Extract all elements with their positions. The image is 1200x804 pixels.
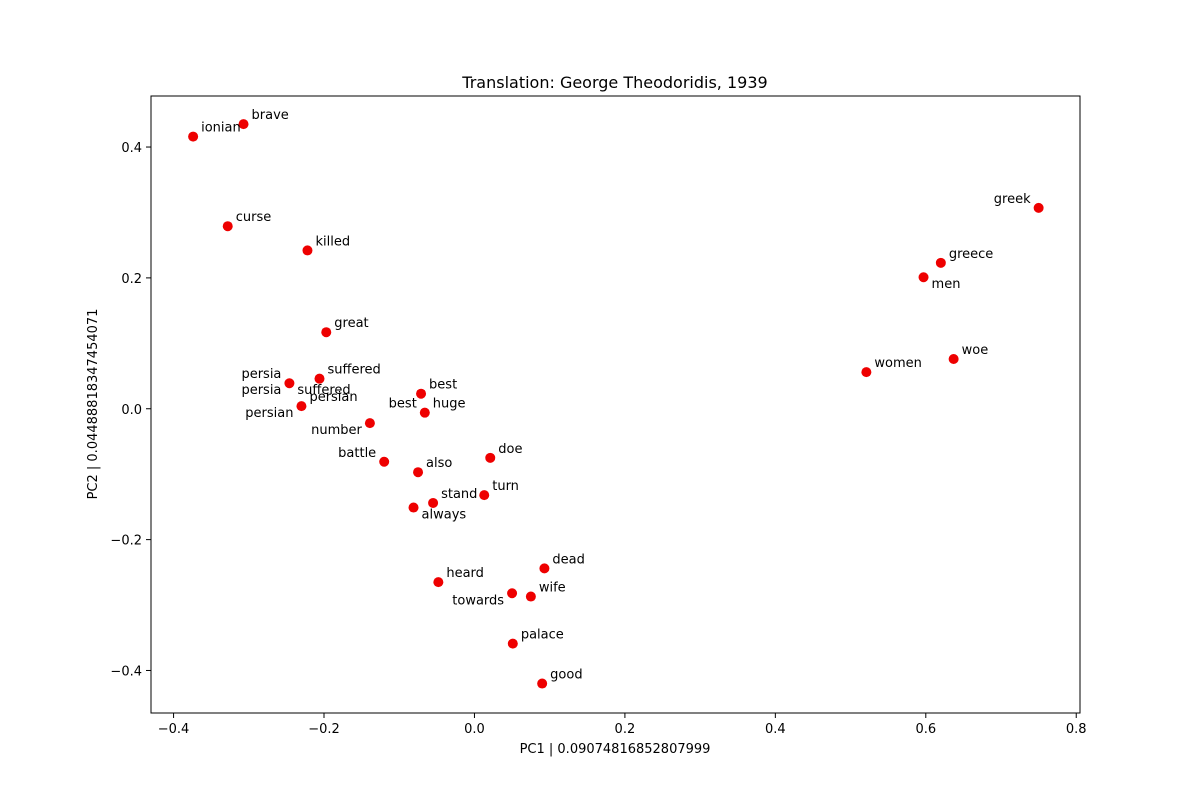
data-point (188, 131, 199, 142)
data-point (918, 272, 929, 283)
points-layer (188, 119, 1044, 689)
data-point (479, 490, 490, 501)
point-label: brave (252, 108, 289, 123)
y-tick-label: −0.4 (110, 664, 142, 679)
point-label: suffered (297, 383, 350, 398)
data-point (485, 452, 496, 463)
x-tick-label: 0.0 (464, 722, 485, 737)
data-point (284, 378, 295, 389)
point-label: dead (552, 552, 584, 567)
point-label: also (426, 456, 452, 471)
point-label: battle (338, 446, 376, 461)
point-label: curse (236, 210, 272, 225)
point-label: always (422, 508, 467, 523)
point-label: women (874, 356, 922, 371)
data-point (433, 577, 444, 588)
data-point (948, 354, 959, 365)
point-label: persian (245, 406, 293, 421)
point-label: ionian (201, 121, 241, 136)
point-label: greek (994, 192, 1031, 207)
data-point (1033, 202, 1044, 213)
y-tick-label: −0.2 (110, 534, 142, 549)
data-point (419, 407, 430, 418)
point-label: suffered (327, 363, 380, 378)
point-label: good (550, 668, 582, 683)
data-point (537, 678, 548, 689)
y-tick-label: 0.4 (121, 141, 142, 156)
point-label: turn (492, 479, 519, 494)
point-label: number (311, 423, 362, 438)
x-tick-label: −0.4 (158, 722, 190, 737)
x-axis-ticks: −0.4 −0.2 0.0 0.2 0.4 0.6 0.8 (158, 713, 1087, 737)
data-point (364, 418, 375, 429)
data-point (507, 588, 518, 599)
data-point (428, 497, 439, 508)
point-label: killed (315, 234, 350, 249)
point-label: huge (433, 397, 466, 412)
x-axis-label: PC1 | 0.09074816852807999 (520, 742, 711, 757)
point-label: heard (446, 566, 484, 581)
x-tick-label: 0.6 (915, 722, 936, 737)
x-tick-label: 0.2 (615, 722, 636, 737)
data-point (416, 388, 427, 399)
data-point (935, 257, 946, 268)
data-point (302, 245, 313, 256)
chart-title: Translation: George Theodoridis, 1939 (461, 73, 767, 92)
point-label: greece (949, 247, 993, 262)
y-tick-label: 0.0 (121, 403, 142, 418)
x-tick-label: 0.8 (1066, 722, 1087, 737)
point-label: palace (521, 628, 564, 643)
x-tick-label: −0.2 (308, 722, 340, 737)
point-label: best (389, 397, 417, 412)
data-point (296, 401, 307, 412)
data-point (379, 456, 390, 467)
point-label: persian (309, 390, 357, 405)
y-axis-ticks: −0.4 −0.2 0.0 0.2 0.4 (110, 141, 151, 679)
point-label: great (334, 316, 368, 331)
data-point (321, 327, 332, 338)
y-tick-label: 0.2 (121, 272, 142, 287)
point-label: best (429, 378, 457, 393)
y-axis-label: PC2 | 0.044888183474540​71 (86, 309, 101, 500)
point-label: persia (241, 383, 281, 398)
data-point (861, 367, 872, 378)
data-point (408, 502, 419, 513)
data-point (413, 467, 424, 478)
point-label: woe (962, 343, 989, 358)
data-point (222, 221, 233, 232)
point-label: stand (441, 487, 477, 502)
x-tick-label: 0.4 (765, 722, 786, 737)
data-point (539, 563, 550, 574)
plot-frame (150, 95, 1081, 714)
labels-layer: braveioniancursekilledgreatsufferedpersi… (201, 108, 1031, 682)
point-label: wife (539, 581, 566, 596)
point-label: persia (241, 367, 281, 382)
point-label: towards (452, 593, 504, 608)
point-label: men (932, 277, 961, 292)
data-point (507, 638, 518, 649)
data-point (525, 591, 536, 602)
point-label: doe (498, 442, 522, 457)
data-point (238, 119, 249, 130)
data-point (314, 373, 325, 384)
